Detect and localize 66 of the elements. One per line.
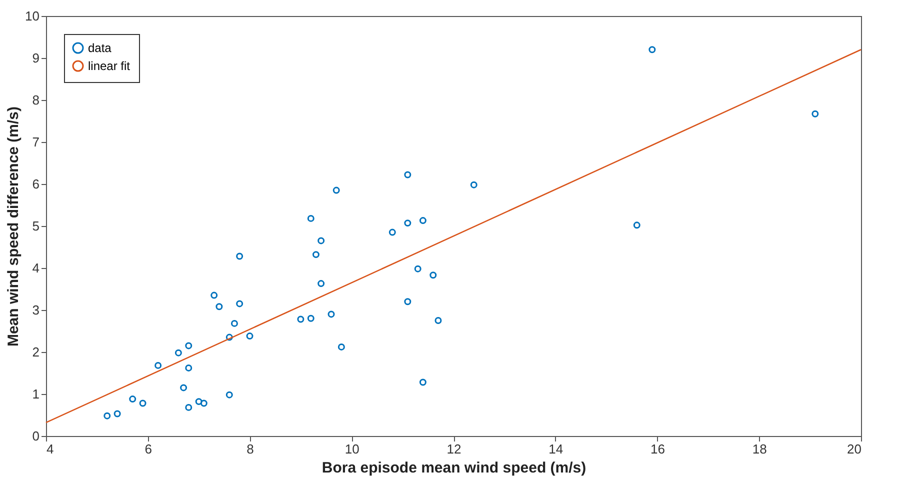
- point: [434, 317, 442, 324]
- point: [388, 228, 396, 236]
- point: [404, 298, 412, 306]
- point: [185, 342, 192, 350]
- point: [414, 265, 422, 272]
- point: [216, 303, 223, 310]
- point: [648, 46, 656, 54]
- point: [210, 292, 218, 299]
- y-tick-label: 9: [32, 50, 40, 66]
- point: [470, 181, 478, 188]
- point: [174, 349, 182, 356]
- point: [419, 378, 426, 386]
- point: [114, 410, 121, 418]
- x-tick-label: 12: [446, 442, 462, 456]
- y-tick-label: 10: [25, 8, 40, 24]
- legend-label: linear fit: [88, 59, 131, 73]
- point: [139, 400, 146, 407]
- point: [129, 396, 136, 403]
- point: [312, 251, 320, 258]
- point: [236, 300, 244, 308]
- point: [180, 384, 188, 392]
- point: [318, 280, 325, 288]
- y-tick-label: 8: [32, 92, 40, 108]
- point: [104, 412, 111, 420]
- point: [404, 171, 412, 178]
- point: [246, 332, 254, 340]
- point: [185, 404, 192, 411]
- point: [419, 217, 426, 224]
- point: [185, 364, 192, 372]
- x-axis-title: Bora episode mean wind speed (m/s): [322, 460, 586, 476]
- x-tick-label: 20: [847, 442, 862, 456]
- point: [226, 334, 233, 341]
- point: [154, 362, 162, 369]
- y-tick-label: 2: [32, 344, 40, 360]
- point: [307, 314, 314, 322]
- x-tick-label: 8: [246, 442, 254, 456]
- x-tick-label: 6: [144, 442, 152, 456]
- point: [812, 110, 819, 118]
- x-tick-label: 14: [548, 442, 564, 456]
- point: [297, 316, 304, 323]
- point: [328, 310, 335, 318]
- y-tick-label: 7: [32, 134, 40, 150]
- point: [430, 272, 437, 279]
- point: [307, 214, 314, 222]
- point: [200, 400, 208, 407]
- point: [195, 398, 202, 406]
- y-axis-title: Mean wind speed difference (m/s): [5, 106, 22, 347]
- x-tick-label: 10: [344, 442, 360, 456]
- point: [404, 220, 412, 227]
- y-tick-label: 4: [32, 260, 40, 276]
- y-tick-label: 3: [32, 302, 40, 318]
- point: [633, 222, 640, 229]
- y-tick-label: 1: [32, 386, 40, 402]
- y-tick-label: 0: [32, 428, 40, 444]
- point: [230, 320, 238, 327]
- point: [226, 391, 233, 398]
- x-tick-label: 16: [650, 442, 665, 456]
- point: [338, 343, 345, 350]
- x-tick-label: 4: [46, 442, 54, 456]
- y-tick-label: 6: [32, 176, 40, 192]
- legend-label: data: [88, 41, 112, 55]
- y-tick-label: 5: [32, 218, 40, 234]
- point: [236, 252, 244, 260]
- x-tick-label: 18: [752, 442, 767, 456]
- point: [318, 237, 325, 244]
- point: [332, 186, 340, 194]
